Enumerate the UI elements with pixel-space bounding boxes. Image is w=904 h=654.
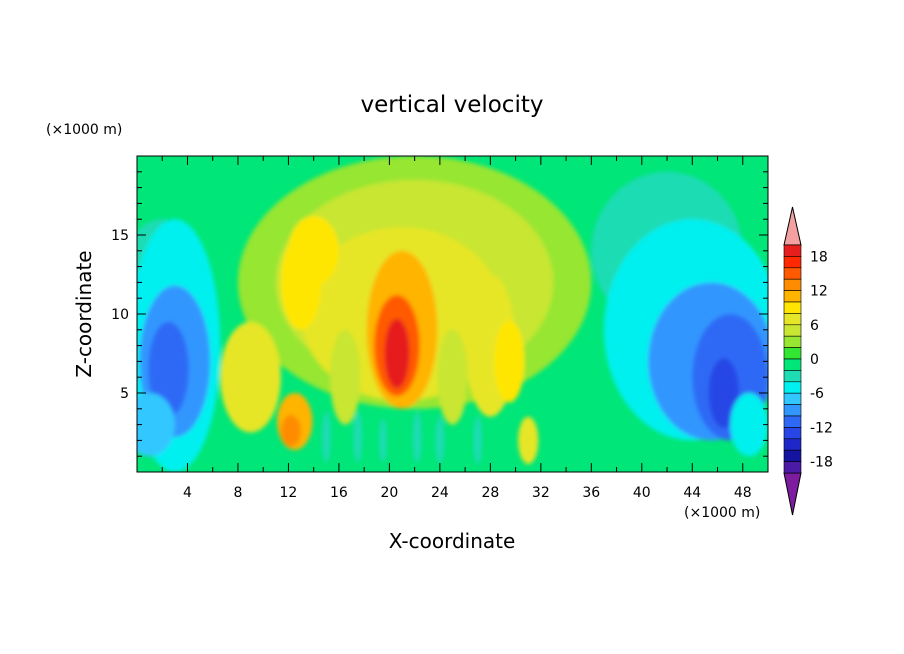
colorbar-bin <box>783 335 802 348</box>
colorbar-under-triangle <box>783 472 802 516</box>
contour-blob-28 <box>321 411 331 463</box>
colorbar-label: -18 <box>810 455 833 471</box>
contour-blob-33 <box>473 416 483 465</box>
contour-blob-15 <box>437 329 468 425</box>
x-tick-label: 16 <box>330 485 348 501</box>
chart-title: vertical velocity <box>361 92 544 118</box>
contour-blob-16 <box>518 416 539 465</box>
contour-blob-12 <box>494 320 525 403</box>
contour-blob-13 <box>220 321 281 433</box>
contour-blob-10 <box>280 415 302 447</box>
contour-blob-8 <box>384 318 410 389</box>
colorbar-label: -6 <box>810 386 824 402</box>
x-tick-label: 40 <box>633 485 651 501</box>
y-tick-label: 15 <box>111 228 129 244</box>
x-tick-label: 4 <box>183 485 192 501</box>
x-tick-label: 44 <box>683 485 701 501</box>
x-tick-label: 24 <box>431 485 449 501</box>
colorbar-bin <box>783 278 802 291</box>
x-axis-ticks: 4 8 12 16 20 24 28 32 36 40 44 48 <box>161 156 752 501</box>
x-tick-label: 48 <box>734 485 752 501</box>
x-unit-label: (×1000 m) <box>684 505 760 521</box>
colorbar-label: -12 <box>810 420 833 436</box>
contour-blob-31 <box>412 411 422 463</box>
x-tick-label: 36 <box>582 485 600 501</box>
contour-blob-32 <box>435 416 445 465</box>
colorbar-bin <box>783 358 802 371</box>
colorbar-bin <box>783 301 802 314</box>
x-tick-label: 12 <box>280 485 298 501</box>
x-tick-label: 8 <box>233 485 242 501</box>
colorbar-bin <box>783 461 802 474</box>
y-tick-label: 5 <box>120 386 129 402</box>
colorbar-bin <box>783 244 802 257</box>
x-tick-label: 20 <box>380 485 398 501</box>
velocity-contour-field <box>137 156 768 472</box>
colorbar-bin <box>783 347 802 360</box>
colorbar-label: 0 <box>810 352 819 368</box>
contour-blob-30 <box>379 418 387 463</box>
y-tick-label: 10 <box>111 307 129 323</box>
colorbar-label: 6 <box>810 318 819 334</box>
x-axis-label: X-coordinate <box>389 529 516 553</box>
colorbar-bin <box>783 392 802 405</box>
colorbar: 18 12 6 0 -6 -12 -18 <box>783 206 833 516</box>
colorbar-bin <box>783 449 802 462</box>
x-tick-label: 32 <box>532 485 550 501</box>
colorbar-bin <box>783 381 802 394</box>
contour-blob-27 <box>730 393 768 457</box>
colorbar-bin <box>783 404 802 417</box>
colorbar-bin <box>783 427 802 440</box>
y-axis-ticks: 5 10 15 <box>111 171 768 457</box>
contour-blob-29 <box>353 411 363 463</box>
x-tick-label: 28 <box>481 485 499 501</box>
contour-blob-26 <box>708 358 739 428</box>
colorbar-label: 12 <box>810 284 828 300</box>
colorbar-bin <box>783 267 802 280</box>
colorbar-bin <box>783 438 802 451</box>
contour-blob-21 <box>137 393 175 457</box>
contour-blob-5 <box>280 235 322 330</box>
colorbar-bin <box>783 313 802 326</box>
contour-blob-14 <box>330 329 361 425</box>
colorbar-bin <box>783 256 802 269</box>
colorbar-over-triangle <box>783 206 802 246</box>
colorbar-bin <box>783 324 802 337</box>
y-unit-label: (×1000 m) <box>46 122 122 138</box>
y-axis-label: Z-coordinate <box>72 250 96 377</box>
contour-blob-20 <box>148 321 189 417</box>
colorbar-bin <box>783 290 802 303</box>
colorbar-bin <box>783 370 802 383</box>
colorbar-bin <box>783 415 802 428</box>
colorbar-label: 18 <box>810 249 828 265</box>
